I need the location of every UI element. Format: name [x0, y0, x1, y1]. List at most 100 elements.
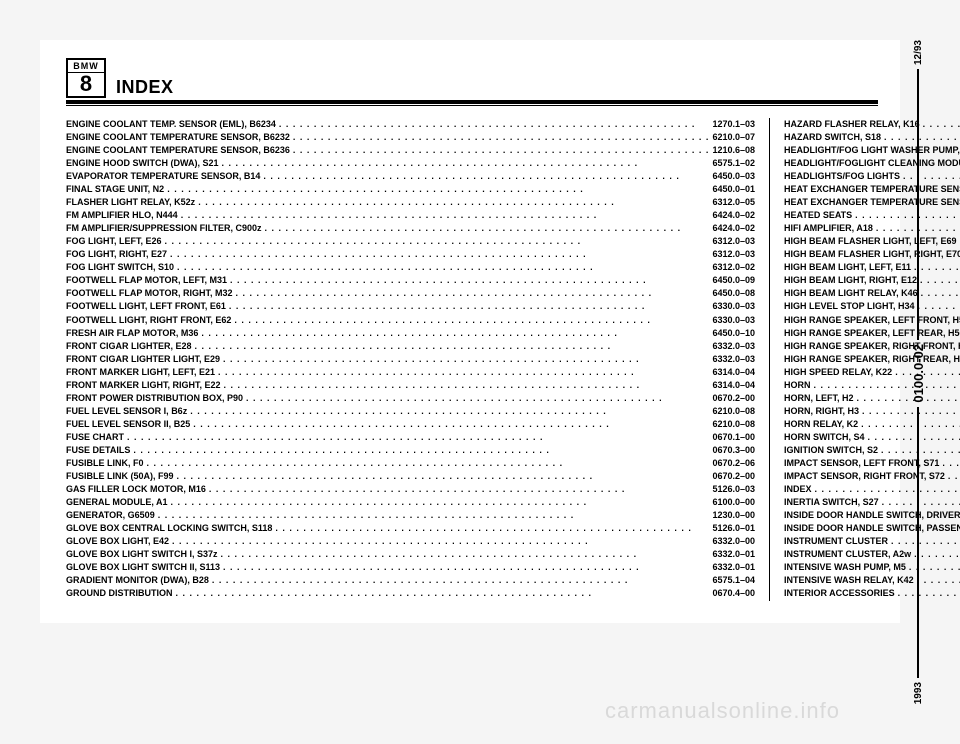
index-entry: GLOVE BOX CENTRAL LOCKING SWITCH, S11851… — [66, 522, 755, 535]
entry-label: FRESH AIR FLAP MOTOR, M36 — [66, 327, 198, 340]
index-entry: FRESH AIR FLAP MOTOR, M366450.0–10 — [66, 327, 755, 340]
index-entry: FUSE CHART0670.1–00 — [66, 431, 755, 444]
entry-ref: 1230.0–00 — [712, 509, 755, 522]
entry-dots — [231, 314, 712, 327]
index-entry: FRONT POWER DISTRIBUTION BOX, P900670.2–… — [66, 392, 755, 405]
entry-label: FOOTWELL FLAP MOTOR, RIGHT, M32 — [66, 287, 233, 300]
entry-label: HORN SWITCH, S4 — [784, 431, 865, 444]
entry-label: HEATED SEATS — [784, 209, 852, 222]
entry-ref: 6314.0–04 — [712, 366, 755, 379]
entry-ref: 5126.0–03 — [712, 483, 755, 496]
index-entry: GAS FILLER LOCK MOTOR, M165126.0–03 — [66, 483, 755, 496]
entry-ref: 6210.0–07 — [712, 131, 755, 144]
index-entry: ENGINE HOOD SWITCH (DWA), S216575.1–02 — [66, 157, 755, 170]
thin-rule — [66, 105, 878, 106]
entry-dots — [226, 300, 713, 313]
entry-label: GENERATOR, G6509 — [66, 509, 155, 522]
index-entry: FUSE DETAILS0670.3–00 — [66, 444, 755, 457]
entry-dots — [945, 470, 960, 483]
entry-ref: 6450.0–01 — [712, 183, 755, 196]
entry-label: FM AMPLIFIER HLO, N444 — [66, 209, 178, 222]
index-entry: FRONT CIGAR LIGHTER, E286332.0–03 — [66, 340, 755, 353]
index-entry: FM AMPLIFIER HLO, N4446424.0–02 — [66, 209, 755, 222]
entry-label: FOOTWELL FLAP MOTOR, LEFT, M31 — [66, 274, 227, 287]
entry-label: HIGH LEVEL STOP LIGHT, H34 — [784, 300, 915, 313]
entry-ref: 0670.2–00 — [712, 392, 755, 405]
entry-dots — [219, 157, 713, 170]
entry-ref: 6424.0–02 — [712, 222, 755, 235]
entry-ref: 6450.0–09 — [712, 274, 755, 287]
index-entry: FOG LIGHT SWITCH, S106312.0–02 — [66, 261, 755, 274]
entry-ref: 0670.2–00 — [712, 470, 755, 483]
entry-dots — [162, 235, 713, 248]
index-entry: FLASHER LIGHT RELAY, K52z 6312.0–05 — [66, 196, 755, 209]
entry-label: FOOTWELL LIGHT, RIGHT FRONT, E62 — [66, 314, 231, 327]
entry-dots — [233, 287, 713, 300]
entry-label: HAZARD SWITCH, S18 — [784, 131, 881, 144]
entry-dots — [957, 235, 960, 248]
entry-dots — [124, 431, 712, 444]
entry-ref: 6210.0–08 — [712, 418, 755, 431]
entry-ref: 6312.0–03 — [712, 235, 755, 248]
index-entry: GROUND DISTRIBUTION0670.4–00 — [66, 587, 755, 600]
entry-ref: 6330.0–03 — [712, 300, 755, 313]
index-entry: GENERATOR, G6509 1230.0–00 — [66, 509, 755, 522]
entry-label: GRADIENT MONITOR (DWA), B28 — [66, 574, 209, 587]
entry-ref: 0670.2–06 — [712, 457, 755, 470]
index-entry: GLOVE BOX LIGHT SWITCH II, S1136332.0–01 — [66, 561, 755, 574]
entry-dots — [178, 209, 713, 222]
entry-label: HORN, RIGHT, H3 — [784, 405, 859, 418]
index-column-left: ENGINE COOLANT TEMP. SENSOR (EML), B6234… — [66, 118, 770, 601]
entry-ref: 6332.0–00 — [712, 535, 755, 548]
index-entry: FOG LIGHT, LEFT, E26 6312.0–03 — [66, 235, 755, 248]
entry-dots — [174, 470, 713, 483]
side-line — [917, 407, 919, 678]
entry-dots — [155, 509, 713, 522]
side-section: 0100.0-02 — [911, 344, 926, 403]
entry-dots — [272, 522, 712, 535]
entry-ref: 6210.0–08 — [712, 405, 755, 418]
entry-ref: 6450.0–08 — [712, 287, 755, 300]
side-year: 1993 — [913, 682, 924, 704]
entry-label: FRONT CIGAR LIGHTER, E28 — [66, 340, 192, 353]
index-entry: FOOTWELL FLAP MOTOR, LEFT, M31 6450.0–09 — [66, 274, 755, 287]
entry-label: GENERAL MODULE, A1 — [66, 496, 168, 509]
entry-label: HORN RELAY, K2 — [784, 418, 858, 431]
entry-dots — [290, 131, 713, 144]
logo-bottom: 8 — [68, 74, 104, 94]
entry-label: ENGINE COOLANT TEMPERATURE SENSOR, B6236 — [66, 144, 290, 157]
entry-dots — [144, 457, 713, 470]
index-entry: FM AMPLIFIER/SUPPRESSION FILTER, C900z64… — [66, 222, 755, 235]
side-bar: 12/93 0100.0-02 1993 — [898, 40, 938, 704]
index-entry: GENERAL MODULE, A16100.0–00 — [66, 496, 755, 509]
index-columns: ENGINE COOLANT TEMP. SENSOR (EML), B6234… — [66, 118, 878, 601]
index-entry: ENGINE COOLANT TEMPERATURE SENSOR, B6232… — [66, 131, 755, 144]
entry-dots — [130, 444, 712, 457]
entry-dots — [206, 483, 713, 496]
entry-label: FUSE CHART — [66, 431, 124, 444]
entry-dots — [220, 561, 712, 574]
entry-dots — [218, 548, 713, 561]
entry-label: FOG LIGHT, LEFT, E26 — [66, 235, 162, 248]
index-entry: ENGINE COOLANT TEMP. SENSOR (EML), B6234… — [66, 118, 755, 131]
entry-dots — [164, 183, 712, 196]
thick-rule — [66, 100, 878, 104]
entry-dots — [169, 535, 712, 548]
entry-label: EVAPORATOR TEMPERATURE SENSOR, B14 — [66, 170, 260, 183]
entry-ref: 6575.1–04 — [712, 574, 755, 587]
bmw-logo: BMW 8 — [66, 58, 106, 98]
entry-ref: 6312.0–03 — [712, 248, 755, 261]
index-entry: FRONT MARKER LIGHT, LEFT, E216314.0–04 — [66, 366, 755, 379]
entry-label: FLASHER LIGHT RELAY, K52z — [66, 196, 195, 209]
entry-dots — [192, 340, 713, 353]
entry-label: FUSE DETAILS — [66, 444, 130, 457]
entry-ref: 6575.1–02 — [712, 157, 755, 170]
index-entry: FRONT CIGAR LIGHTER LIGHT, E296332.0–03 — [66, 353, 755, 366]
entry-label: INSTRUMENT CLUSTER — [784, 535, 888, 548]
entry-label: FRONT MARKER LIGHT, RIGHT, E22 — [66, 379, 221, 392]
entry-label: FOOTWELL LIGHT, LEFT FRONT, E61 — [66, 300, 226, 313]
entry-label: INTERIOR ACCESSORIES — [784, 587, 895, 600]
entry-ref: 6312.0–05 — [712, 196, 755, 209]
entry-ref: 6332.0–03 — [712, 353, 755, 366]
entry-dots — [939, 457, 960, 470]
